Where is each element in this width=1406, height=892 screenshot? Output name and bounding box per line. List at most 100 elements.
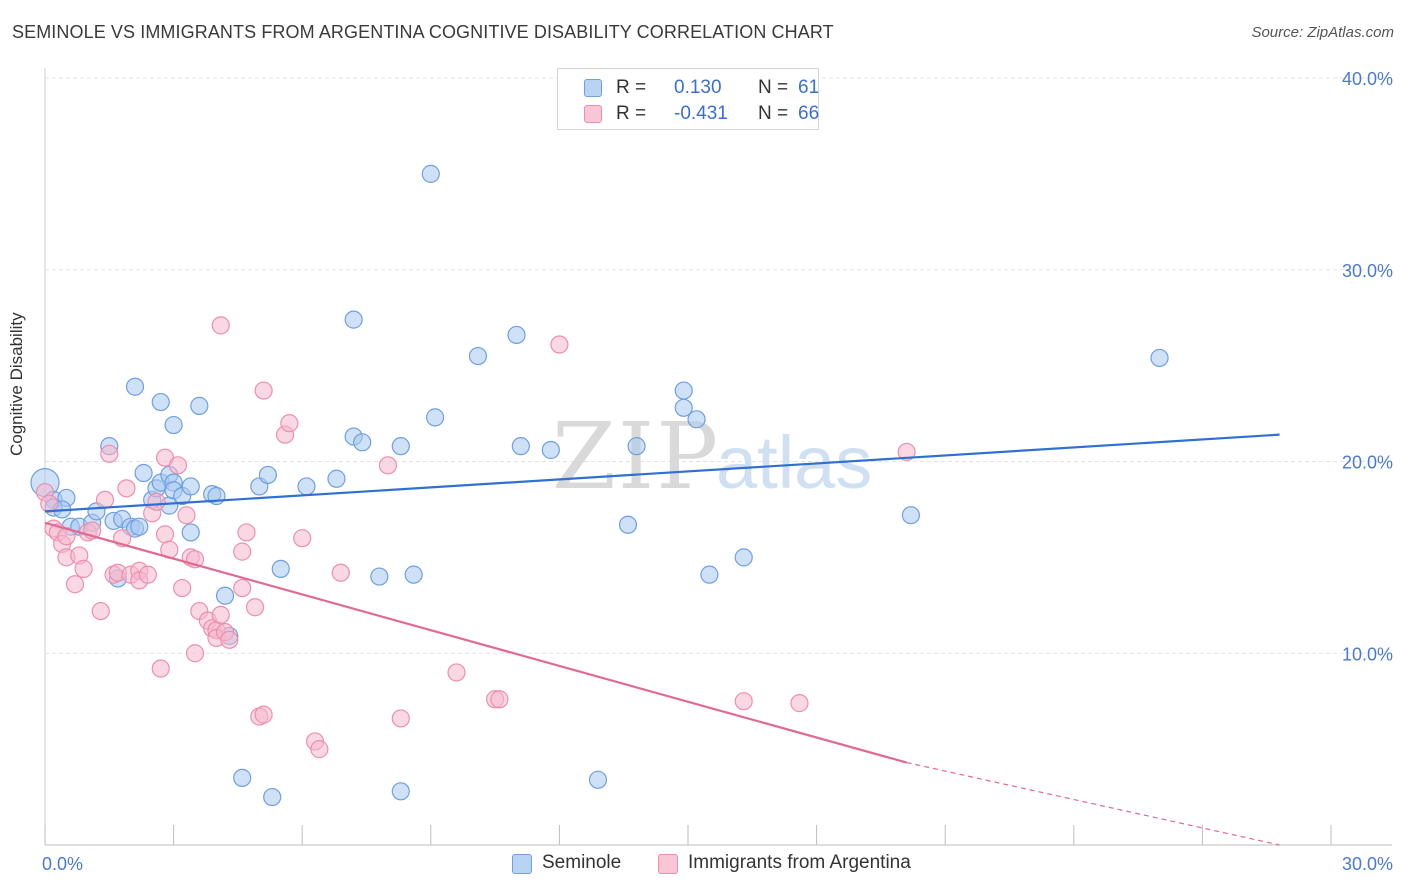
x-tick-label: 0.0% — [42, 854, 83, 874]
argentina-point — [447, 663, 466, 682]
seminole-point — [627, 437, 646, 456]
seminole-point — [541, 440, 560, 460]
seminole-point — [134, 463, 153, 483]
r-label: R = — [616, 77, 647, 98]
argentina-point — [550, 335, 569, 354]
y-tick-label: 20.0% — [1342, 453, 1393, 473]
seminole-point — [901, 506, 921, 525]
seminole-point — [181, 477, 200, 496]
argentina-point — [173, 578, 192, 598]
seminole-point — [370, 567, 389, 586]
n-label: N = — [758, 77, 789, 98]
argentina-point — [897, 442, 916, 462]
argentina-point — [220, 630, 239, 649]
argentina-point — [331, 563, 350, 582]
argentina-point — [117, 479, 136, 498]
seminole-point — [271, 559, 290, 578]
seminole-point — [588, 770, 608, 789]
seminole-point — [404, 565, 423, 584]
seminole-point — [125, 377, 145, 396]
seminole-point — [507, 325, 526, 345]
seminole-point — [734, 548, 753, 567]
legend-label: Immigrants from Argentina — [688, 852, 911, 873]
y-tick-label: 10.0% — [1342, 644, 1393, 664]
argentina-point — [155, 525, 175, 544]
argentina-point — [233, 542, 252, 561]
seminole-trend-line — [44, 433, 1280, 513]
seminole-point — [674, 381, 693, 400]
y-tick-label: 30.0% — [1342, 261, 1393, 281]
r-value: 0.130 — [674, 77, 722, 98]
seminole-point — [327, 469, 346, 488]
correlation-legend: R = 0.130 N = 61 R = -0.431 N = 66 — [557, 68, 819, 130]
y-axis-label: Cognitive Disability — [7, 312, 26, 456]
trend-lines — [44, 433, 1280, 846]
seminole-point — [297, 477, 316, 496]
argentina-point — [211, 605, 230, 625]
argentina-point — [147, 492, 166, 511]
seminole-point — [215, 586, 235, 605]
argentina-point — [391, 709, 410, 728]
seminole-point — [151, 392, 170, 412]
argentina-point — [254, 381, 273, 400]
seminole-point — [511, 437, 530, 456]
seminole-point — [687, 410, 706, 429]
argentina-trend-line — [44, 521, 907, 764]
seminole-point — [258, 465, 278, 485]
argentina-swatch — [584, 105, 602, 123]
x-tick-label: 30.0% — [1342, 854, 1393, 874]
argentina-point — [177, 506, 196, 525]
argentina-point — [310, 740, 329, 759]
seminole-point — [391, 437, 410, 456]
seminole-point — [700, 565, 719, 584]
grid-lines — [45, 77, 1392, 654]
argentina-point — [280, 414, 299, 433]
seminole-point — [391, 782, 410, 801]
seminole-swatch — [512, 854, 532, 874]
argentina-trend-extension — [906, 761, 1280, 846]
seminole-point — [1150, 348, 1169, 368]
n-value: 61 — [798, 77, 820, 98]
argentina-point — [151, 659, 170, 678]
argentina-point — [734, 692, 753, 711]
argentina-point — [233, 578, 252, 598]
seminole-point — [164, 415, 183, 435]
seminole-swatch — [584, 79, 602, 97]
n-label: N = — [758, 103, 789, 124]
seminole-point — [344, 310, 363, 329]
argentina-point — [65, 575, 85, 594]
legend-label: Seminole — [542, 852, 622, 873]
argentina-swatch — [658, 854, 678, 874]
argentina-point — [95, 490, 115, 509]
argentina-point — [378, 456, 398, 475]
n-value: 66 — [798, 103, 820, 124]
argentina-point — [293, 529, 312, 548]
axes — [44, 68, 1392, 846]
r-label: R = — [616, 103, 647, 124]
argentina-point — [211, 316, 230, 335]
seminole-point — [421, 164, 440, 183]
argentina-point — [237, 523, 256, 542]
seminole-point — [618, 515, 638, 534]
argentina-point — [254, 705, 273, 724]
argentina-point — [74, 559, 93, 578]
r-value: -0.431 — [674, 103, 728, 124]
argentina-point — [790, 694, 809, 713]
tick-labels: 10.0% 20.0% 30.0% 40.0% 0.0% 30.0% — [42, 69, 1393, 874]
argentina-point — [91, 601, 110, 621]
seminole-point — [353, 433, 372, 452]
argentina-point — [138, 565, 157, 584]
seminole-point — [468, 346, 488, 366]
seminole-point — [130, 517, 149, 536]
seminole-point — [181, 523, 200, 542]
argentina-point — [245, 598, 265, 617]
seminole-point — [263, 787, 282, 807]
source-credit: Source: ZipAtlas.com — [1251, 24, 1394, 41]
series-legend: Seminole Immigrants from Argentina — [0, 852, 1406, 880]
argentina-point — [185, 644, 205, 663]
y-tick-label: 40.0% — [1342, 69, 1393, 89]
seminole-point — [425, 408, 445, 427]
argentina-point — [490, 690, 509, 709]
